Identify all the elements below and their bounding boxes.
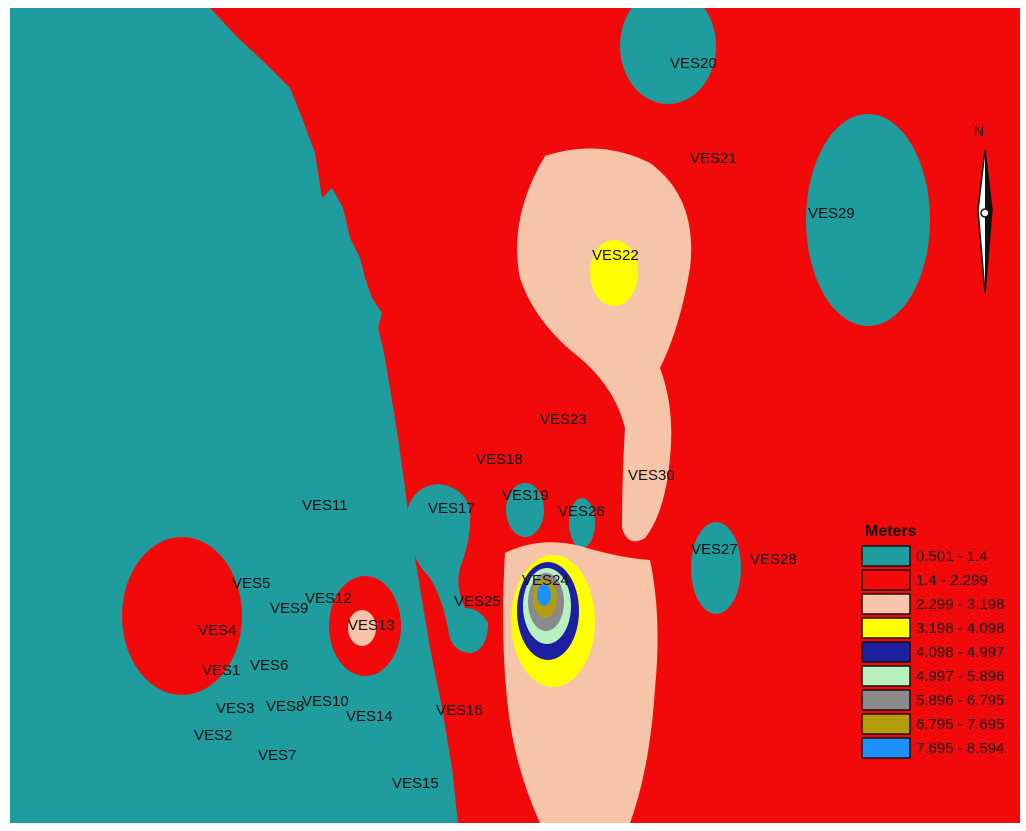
station-label-ves24: VES24 xyxy=(522,572,569,589)
station-label-ves3: VES3 xyxy=(216,700,254,717)
legend-label: 1.4 - 2.299 xyxy=(916,572,988,589)
legend-swatch xyxy=(861,713,911,735)
legend-label: 7.695 - 8.594 xyxy=(916,740,1004,757)
legend-swatch xyxy=(861,641,911,663)
legend-swatch xyxy=(861,737,911,759)
station-label-ves18: VES18 xyxy=(476,451,523,468)
map-frame: VES20 VES21 VES29 VES22 VES23 VES18 VES30 VES11… xyxy=(10,8,1020,823)
teal-patch-ves20 xyxy=(620,8,716,104)
station-label-ves15: VES15 xyxy=(392,775,439,792)
teal-patch-ves29 xyxy=(806,114,930,326)
zone-class-7-695-8-594 xyxy=(537,584,551,606)
zone-class-2-299-3-198-north xyxy=(517,148,692,542)
station-label-ves4: VES4 xyxy=(198,622,236,639)
thickness-map: VES20VES21VES29VES22VES23VES18VES30VES11… xyxy=(10,8,1020,823)
station-label-ves13: VES13 xyxy=(348,617,395,634)
station-label-ves30: VES30 xyxy=(628,467,675,484)
north-label: N xyxy=(974,123,984,139)
legend-label: 5.896 - 6.795 xyxy=(916,692,1004,709)
teal-patch-ves27 xyxy=(691,522,741,614)
station-label-ves1: VES1 xyxy=(202,662,240,679)
legend-label: 4.098 - 4.997 xyxy=(916,644,1004,661)
north-arrow: N xyxy=(974,123,993,294)
station-label-ves21: VES21 xyxy=(690,150,737,167)
legend-swatch xyxy=(861,545,911,567)
station-label-ves19: VES19 xyxy=(502,487,549,504)
legend-swatch xyxy=(861,617,911,639)
legend: Meters 0.501 - 1.4 1.4 - 2.299 2.299 - 3.1… xyxy=(861,523,1004,759)
red-island-ves4 xyxy=(122,537,242,695)
ves13-core xyxy=(348,610,376,646)
legend-label: 0.501 - 1.4 xyxy=(916,548,988,565)
station-label-ves7: VES7 xyxy=(258,747,296,764)
station-label-ves12: VES12 xyxy=(305,590,352,607)
zone-class-3-198-4-098-ves22 xyxy=(590,240,638,306)
station-label-ves25: VES25 xyxy=(454,593,501,610)
station-label-ves11: VES11 xyxy=(302,497,348,514)
station-label-ves2: VES2 xyxy=(194,727,232,744)
station-label-ves6: VES6 xyxy=(250,657,288,674)
station-label-ves9: VES9 xyxy=(270,600,308,617)
legend-title: Meters xyxy=(865,523,917,540)
station-label-ves23: VES23 xyxy=(540,411,587,428)
legend-swatch xyxy=(861,593,911,615)
legend-label: 4.997 - 5.896 xyxy=(916,668,1004,685)
station-label-ves8: VES8 xyxy=(266,698,304,715)
station-label-ves22: VES22 xyxy=(592,247,639,264)
station-label-ves26: VES26 xyxy=(558,503,605,520)
legend-label: 3.198 - 4.098 xyxy=(916,620,1004,637)
legend-swatch xyxy=(861,665,911,687)
station-label-ves10: VES10 xyxy=(302,693,349,710)
station-label-ves17: VES17 xyxy=(428,500,475,517)
legend-swatch xyxy=(861,689,911,711)
legend-label: 6.795 - 7.695 xyxy=(916,716,1004,733)
station-label-ves29: VES29 xyxy=(808,205,855,222)
teal-patch-ves19 xyxy=(506,483,544,537)
teal-patch-ves26 xyxy=(569,498,595,548)
teal-patch-ves17 xyxy=(408,484,488,653)
station-label-ves5: VES5 xyxy=(232,575,270,592)
station-label-ves16: VES16 xyxy=(436,702,483,719)
station-label-ves14: VES14 xyxy=(346,708,393,725)
legend-swatch xyxy=(861,569,911,591)
station-label-ves28: VES28 xyxy=(750,551,797,568)
station-label-ves20: VES20 xyxy=(670,55,717,72)
station-label-ves27: VES27 xyxy=(691,541,738,558)
legend-label: 2.299 - 3.198 xyxy=(916,596,1004,613)
